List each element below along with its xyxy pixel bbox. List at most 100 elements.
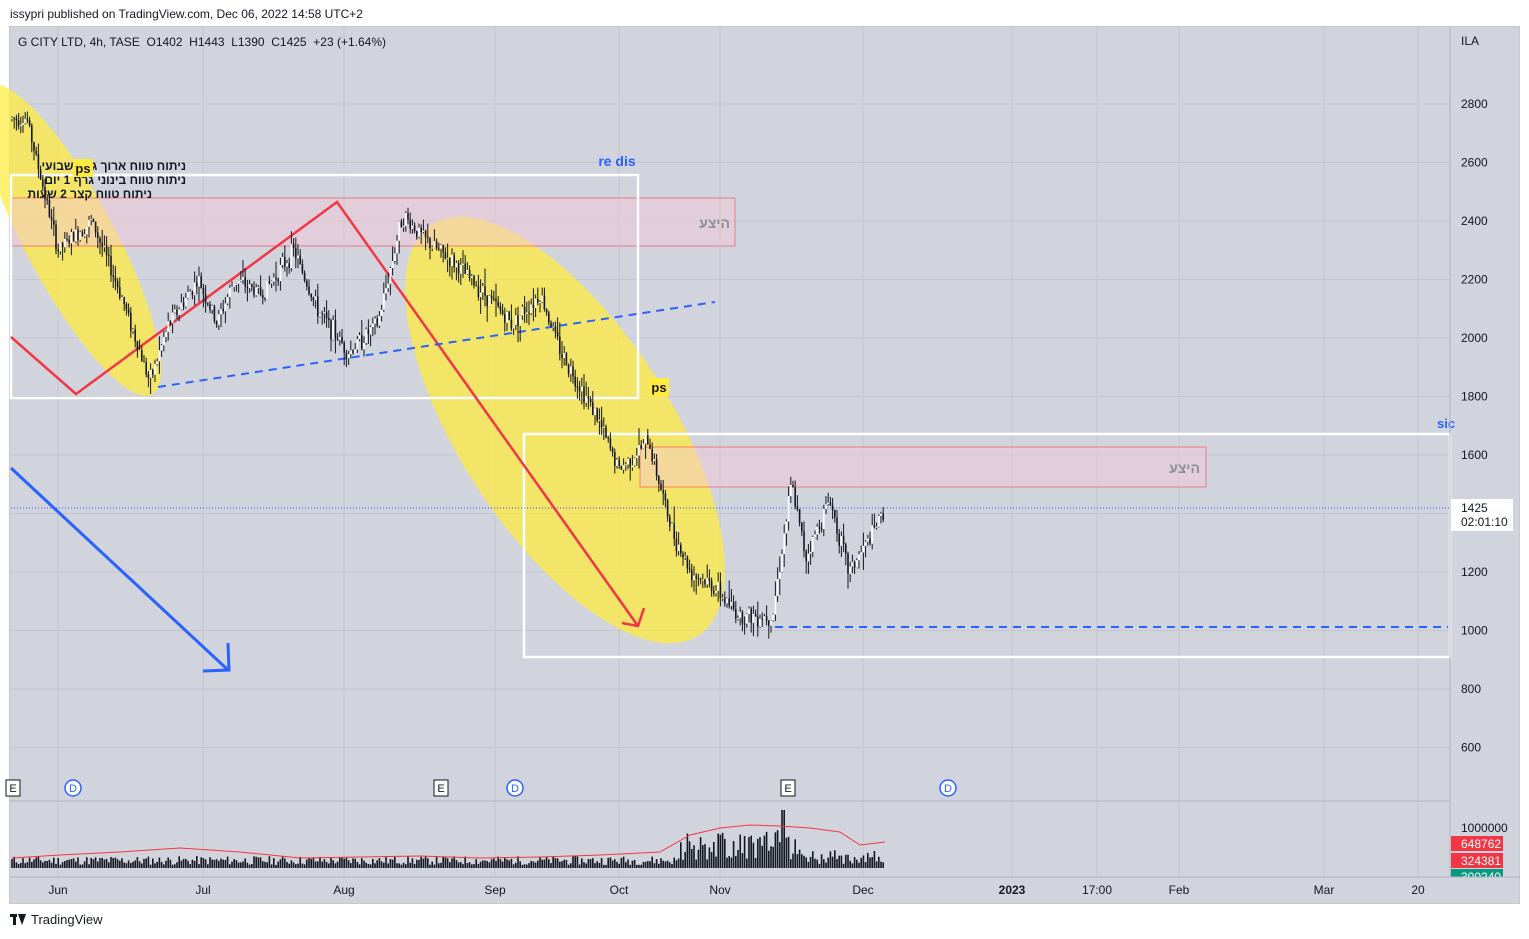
volume-bar	[306, 859, 308, 868]
volume-bar	[490, 859, 493, 868]
volume-bar	[345, 857, 348, 868]
volume-bar	[108, 862, 110, 868]
time-axis[interactable]: Jun Jul Aug Sep Oct Nov Dec 2023 17:00 Feb Mar 20	[48, 883, 1425, 897]
candle-body	[420, 227, 422, 233]
candle-body	[754, 613, 757, 617]
price-tick-label: 1000	[1461, 624, 1488, 638]
candle-body	[616, 459, 618, 466]
volume-bar	[440, 862, 442, 868]
volume-bar	[706, 859, 708, 868]
volume-bar	[845, 854, 847, 868]
candle-body	[376, 318, 378, 326]
volume-green-label: 300240	[1461, 870, 1501, 884]
candle-body	[411, 225, 414, 229]
candle-body	[541, 295, 543, 302]
earnings-marker[interactable]	[433, 779, 449, 797]
volume-bar	[429, 864, 431, 868]
candle-body	[79, 232, 81, 240]
candle-body	[814, 534, 816, 537]
blue-arrow-line	[9, 466, 230, 672]
volume-bar	[732, 841, 735, 868]
price-axis[interactable]: 2800 2600 2400 2200 2000 1800 1600 1200 1000 800 6…	[1461, 97, 1488, 755]
candle-body	[35, 150, 37, 154]
candle-body	[486, 295, 488, 307]
earnings-marker[interactable]	[5, 779, 21, 797]
volume-bar	[629, 864, 631, 868]
price-tick-label: 2400	[1461, 214, 1488, 228]
candle-body	[37, 153, 40, 170]
volume-bar	[779, 842, 781, 868]
candle-body	[167, 321, 169, 332]
candle-body	[869, 538, 871, 544]
volume-bar	[295, 864, 297, 868]
candle-body	[86, 226, 88, 235]
candle-body	[165, 331, 167, 338]
candle-body	[413, 225, 416, 232]
volume-bar	[332, 860, 334, 868]
volume-bar	[372, 858, 374, 868]
candle-body	[829, 502, 832, 506]
candle-body	[790, 484, 792, 497]
ps-badge-mid: ps	[651, 380, 666, 395]
volume-bar	[774, 832, 777, 868]
candle-body	[770, 620, 772, 626]
volume-bar	[488, 862, 491, 868]
candle-body	[273, 277, 275, 282]
volume-bar	[633, 860, 636, 868]
chart-frame[interactable]	[9, 26, 1520, 904]
volume-bar	[176, 862, 178, 868]
volume-bar	[750, 835, 752, 868]
volume-bar	[519, 861, 521, 868]
candle-body	[589, 398, 592, 403]
volume-bar	[752, 842, 755, 868]
volume-bar	[242, 861, 244, 868]
candle-body	[717, 581, 719, 591]
volume-last-box	[1451, 836, 1503, 851]
volume-bar	[132, 861, 134, 868]
volume-bar	[125, 863, 128, 868]
volume-last-label: 648762	[1461, 837, 1501, 851]
volume-bar	[209, 857, 211, 868]
candle-body	[211, 305, 213, 310]
volume-bar	[211, 859, 213, 868]
volume-bar	[781, 810, 783, 868]
volume-bar	[149, 864, 152, 868]
hebrew-line-2: ניתוח טווח בינוני גרף 1 יום	[44, 173, 186, 187]
volume-bar	[677, 858, 680, 868]
dividend-marker[interactable]	[506, 779, 524, 797]
volume-bar	[768, 850, 770, 868]
candle-body	[198, 276, 200, 287]
volume-bar	[759, 837, 761, 868]
volume-bar	[308, 857, 310, 868]
volume-bar	[660, 858, 662, 868]
dividend-marker[interactable]	[939, 779, 957, 797]
volume-bar	[158, 857, 161, 868]
dividend-marker[interactable]	[64, 779, 82, 797]
candle-body	[801, 522, 803, 532]
volume-bar	[787, 836, 790, 868]
volume-bar	[537, 860, 539, 868]
volume-bar	[640, 864, 642, 868]
candle-body	[556, 331, 559, 337]
candle-body	[323, 312, 326, 314]
volume-bar	[783, 810, 785, 868]
volume-bar	[614, 859, 616, 868]
ps-badge-top-bg	[73, 159, 93, 177]
candle-body	[310, 293, 312, 298]
candle-body	[361, 335, 363, 350]
candle-body	[607, 437, 609, 439]
volume-bar	[321, 861, 323, 868]
candle-body	[284, 256, 286, 267]
candle-body	[149, 369, 152, 378]
earnings-marker[interactable]	[780, 779, 796, 797]
volume-bar	[506, 859, 508, 868]
volume-bar	[154, 863, 156, 868]
candle-body	[825, 504, 827, 509]
candle-body	[763, 616, 766, 620]
candle-body	[845, 544, 847, 554]
candle-body	[691, 569, 693, 581]
volume-bar	[233, 859, 235, 868]
footer-brand[interactable]: TradingView	[10, 912, 103, 927]
